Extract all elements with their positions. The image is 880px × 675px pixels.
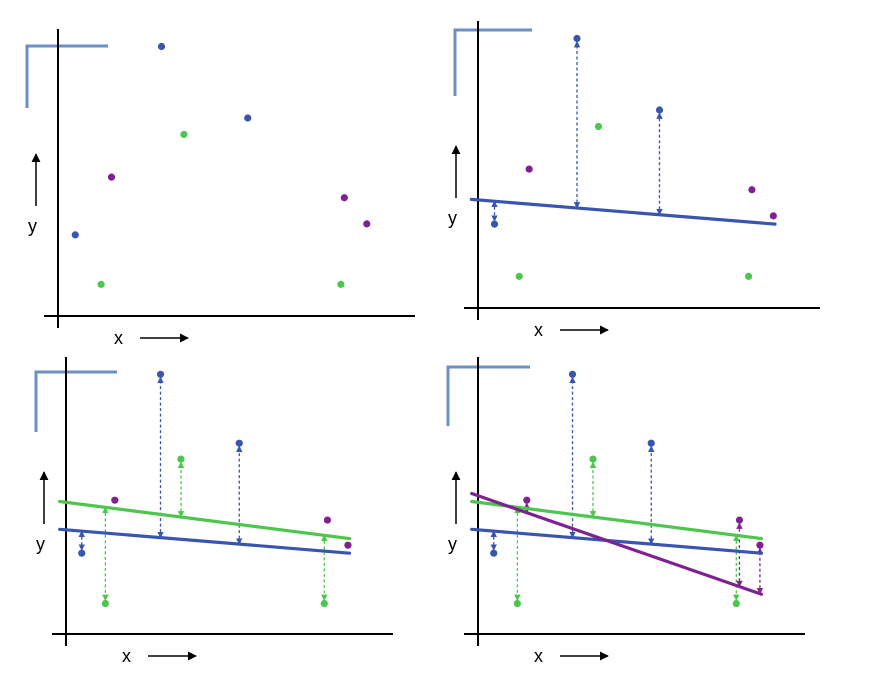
- panel-bottom-left: xy: [34, 357, 393, 666]
- data-point-purple: [756, 541, 764, 549]
- data-point-blue: [244, 114, 252, 122]
- data-point-green: [177, 455, 185, 463]
- data-point-green: [732, 599, 740, 608]
- data-point-green: [320, 599, 328, 608]
- data-point-blue: [573, 34, 581, 43]
- corner-bracket: [453, 28, 532, 96]
- data-point-green: [745, 272, 753, 280]
- data-point-purple: [769, 212, 777, 220]
- data-point-purple: [344, 541, 352, 549]
- data-point-blue: [157, 42, 166, 51]
- x-axis-label: x: [534, 646, 543, 666]
- data-point-purple: [525, 165, 533, 173]
- regression-line-blue: [470, 527, 764, 555]
- y-axis-label: y: [28, 216, 37, 236]
- data-point-blue: [78, 549, 86, 557]
- corner-bracket: [25, 44, 108, 108]
- data-point-green: [589, 455, 597, 463]
- regression-line-green: [58, 499, 352, 541]
- data-point-purple: [523, 496, 531, 504]
- data-point-blue: [156, 370, 165, 378]
- data-point-blue: [490, 549, 498, 557]
- x-axis-label: x: [122, 646, 131, 666]
- data-point-purple: [340, 194, 348, 202]
- data-point-blue: [655, 106, 664, 114]
- y-axis-label: y: [448, 534, 457, 554]
- regression-line-purple: [470, 491, 764, 596]
- data-point-purple: [323, 516, 332, 524]
- data-point-green: [515, 272, 523, 280]
- data-point-purple: [735, 516, 744, 524]
- data-point-blue: [235, 439, 243, 447]
- regression-line-green: [470, 499, 764, 541]
- panel-top-left: xy: [25, 29, 415, 348]
- data-point-purple: [363, 220, 371, 228]
- y-axis-label: y: [448, 208, 457, 228]
- data-point-purple: [107, 173, 116, 181]
- x-axis-label: x: [114, 328, 123, 348]
- panel-bottom-right: xy: [446, 357, 805, 666]
- data-point-green: [97, 280, 105, 288]
- data-point-green: [513, 599, 521, 608]
- regression-line-blue: [469, 197, 777, 226]
- y-axis-label: y: [36, 534, 45, 554]
- data-point-green: [337, 280, 345, 288]
- data-point-blue: [71, 231, 79, 239]
- data-point-blue: [568, 370, 577, 378]
- data-point-green: [594, 122, 603, 131]
- regression-line-blue: [58, 527, 352, 555]
- panel-top-right: xy: [448, 21, 820, 340]
- corner-bracket: [34, 370, 117, 432]
- data-point-green: [101, 599, 109, 608]
- data-point-purple: [111, 496, 119, 504]
- corner-bracket: [446, 365, 530, 426]
- data-point-blue: [490, 220, 499, 228]
- data-point-blue: [647, 439, 655, 447]
- data-point-purple: [748, 186, 756, 194]
- data-point-green: [180, 130, 188, 139]
- x-axis-label: x: [534, 320, 543, 340]
